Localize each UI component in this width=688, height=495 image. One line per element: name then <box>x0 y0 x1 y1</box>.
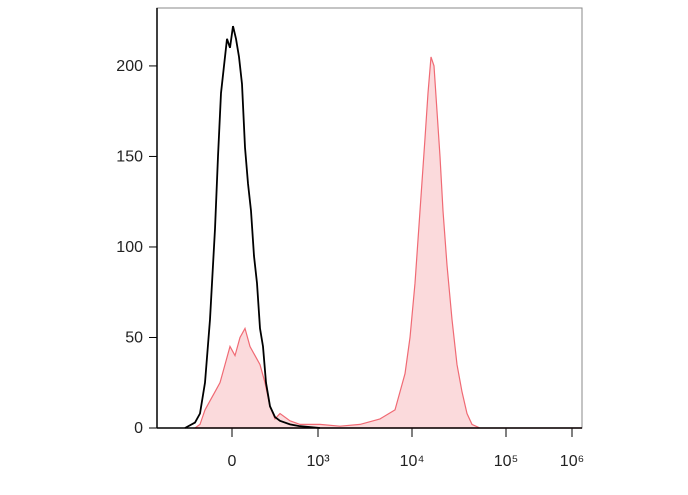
filled-histogram <box>193 56 582 429</box>
x-tick-label: 0 <box>228 453 237 470</box>
y-tick-label: 150 <box>116 148 143 165</box>
x-tick-label: 10⁶ <box>560 453 584 470</box>
histogram-line <box>184 25 321 429</box>
y-tick-label: 0 <box>134 420 143 437</box>
x-tick-label: 10⁴ <box>400 453 425 470</box>
y-tick-label: 200 <box>116 58 143 75</box>
x-tick-label: 10³ <box>306 453 330 470</box>
plot-frame <box>156 7 583 429</box>
y-tick-label: 50 <box>125 329 143 346</box>
x-tick-label: 10⁵ <box>494 453 518 470</box>
y-tick-label: 100 <box>116 239 143 256</box>
